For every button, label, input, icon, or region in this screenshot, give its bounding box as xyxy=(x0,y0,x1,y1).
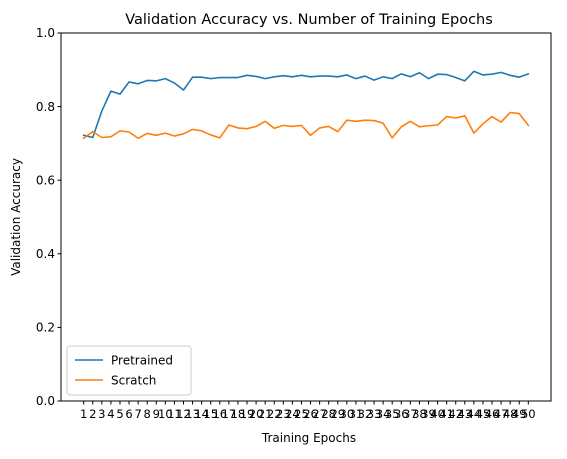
x-tick-label: 18 xyxy=(231,407,246,421)
x-tick-label: 7 xyxy=(134,407,141,421)
x-tick-label: 28 xyxy=(321,407,336,421)
x-tick-label: 3 xyxy=(98,407,105,421)
legend-label: Scratch xyxy=(111,373,156,387)
x-tick-label: 43 xyxy=(457,407,472,421)
plot-frame xyxy=(60,32,552,402)
chart-title: Validation Accuracy vs. Number of Traini… xyxy=(125,12,493,28)
legend-label: Pretrained xyxy=(111,353,173,367)
x-tick-label: 17 xyxy=(222,407,237,421)
series-line-pretrained xyxy=(82,70,530,139)
x-axis-ticks: 1 2 3 4 5 6 7 8 91011121314151617181920212223242… xyxy=(80,401,536,421)
x-tick-label: 16 xyxy=(212,407,227,421)
x-tick-label: 34 xyxy=(376,407,391,421)
x-tick-label: 21 xyxy=(258,407,273,421)
x-tick-label: 33 xyxy=(367,407,382,421)
x-tick-label: 20 xyxy=(249,407,264,421)
x-tick-label: 35 xyxy=(385,407,400,421)
x-tick-label: 32 xyxy=(358,407,373,421)
legend-box xyxy=(66,345,192,396)
y-tick-label: 0.2 xyxy=(36,321,55,335)
x-tick-label: 11 xyxy=(167,407,182,421)
x-tick-label: 40 xyxy=(430,407,445,421)
x-tick-label: 5 xyxy=(116,407,123,421)
x-tick-label: 24 xyxy=(285,407,300,421)
series-lines xyxy=(82,70,530,140)
x-tick-label: 42 xyxy=(448,407,463,421)
x-tick-label: 50 xyxy=(521,407,536,421)
x-tick-label: 2 xyxy=(89,407,96,421)
x-tick-label: 4 xyxy=(107,407,114,421)
x-tick-label: 19 xyxy=(240,407,255,421)
x-tick-label: 38 xyxy=(412,407,427,421)
x-tick-label: 6 xyxy=(125,407,132,421)
y-axis-ticks: 0.0 0.2 0.4 0.6 0.8 1.0 xyxy=(36,26,61,408)
x-tick-label: 29 xyxy=(330,407,345,421)
x-tick-label: 39 xyxy=(421,407,436,421)
x-tick-label: 12 xyxy=(176,407,191,421)
y-tick-label: 0.4 xyxy=(36,247,55,261)
x-tick-label: 25 xyxy=(294,407,309,421)
x-tick-label: 14 xyxy=(194,407,209,421)
x-tick-label: 10 xyxy=(158,407,173,421)
x-tick-label: 45 xyxy=(476,407,491,421)
x-tick-label: 1 xyxy=(80,407,87,421)
x-tick-label: 8 xyxy=(144,407,151,421)
x-tick-label: 26 xyxy=(303,407,318,421)
series-line-scratch xyxy=(82,111,530,140)
x-tick-label: 31 xyxy=(349,407,364,421)
y-tick-label: 0.0 xyxy=(36,394,55,408)
y-tick-label: 0.6 xyxy=(36,173,55,187)
y-tick-label: 0.8 xyxy=(36,100,55,114)
x-axis-label: Training Epochs xyxy=(261,431,356,445)
x-tick-label: 49 xyxy=(512,407,527,421)
legend: Pretrained Scratch xyxy=(66,345,192,396)
x-tick-label: 48 xyxy=(503,407,518,421)
x-tick-label: 30 xyxy=(340,407,355,421)
x-tick-label: 15 xyxy=(203,407,218,421)
x-tick-label: 22 xyxy=(267,407,282,421)
y-axis-label: Validation Accuracy xyxy=(9,158,23,276)
x-tick-label: 9 xyxy=(153,407,160,421)
x-tick-label: 46 xyxy=(485,407,500,421)
x-tick-label: 37 xyxy=(403,407,418,421)
x-tick-label: 36 xyxy=(394,407,409,421)
x-tick-label: 27 xyxy=(312,407,327,421)
x-tick-label: 44 xyxy=(467,407,482,421)
x-tick-label: 41 xyxy=(439,407,454,421)
x-tick-label: 13 xyxy=(185,407,200,421)
x-tick-label: 47 xyxy=(494,407,509,421)
y-tick-label: 1.0 xyxy=(36,26,55,40)
x-tick-label: 23 xyxy=(276,407,291,421)
